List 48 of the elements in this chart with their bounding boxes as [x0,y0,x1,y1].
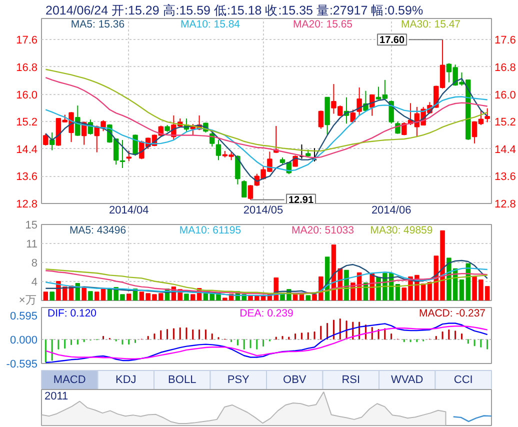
y-tick-label: 0.000 [10,334,38,346]
x-tick-label: 2014/06 [371,204,412,216]
text: KDJ [115,374,136,386]
text: MA30: 15.47 [400,18,461,30]
text: WVAD [391,374,424,386]
text: CCI [454,374,473,386]
y-tick-label: 8 [31,258,38,270]
y-axis-title: ×万 [18,294,36,306]
y-tick-label: 12.8 [16,198,38,210]
y-tick-label: 15.2 [16,116,38,129]
annotation: 17.60 [380,35,405,46]
series-label: MACD: -0.237 [418,308,486,320]
y-tick-label: 0.595 [10,310,38,322]
text: MA10: 15.84 [180,18,240,30]
chart-title: 2014/06/24 开:15.29 高:15.59 低:15.18 收:15.35 量:27917 幅:0.59% [46,2,424,18]
annotation: 2011 [44,390,68,402]
y-tick-label: 4 [31,276,38,288]
y2-tick-label: 17.6 [494,34,516,47]
y2-tick-label: 16.8 [494,62,516,74]
y2-tick-label: 13.6 [494,171,516,184]
text: MA10: 61195 [179,224,242,236]
y-tick-label: 16.0 [16,89,38,102]
text: OBV [283,374,307,386]
y2-tick-label: 16.0 [494,89,516,102]
y2-tick-label: 14.4 [494,144,516,156]
x-tick-label: 2014/05 [243,204,284,216]
y2-tick-label: 15.2 [494,116,516,129]
y-tick-label: 16.8 [16,62,38,74]
text: DIF: 0.120 [48,308,97,320]
text: RSI [342,374,360,386]
y2-tick-label: 12.8 [494,198,516,210]
annotation: 12.91 [288,195,314,206]
text: DEA: 0.239 [240,308,294,320]
text: PSY [227,374,250,386]
text: MACD [53,374,86,386]
y-tick-label: 15 [25,220,38,232]
text: MA20: 15.65 [292,18,353,30]
x-tick-label: 2014/04 [108,204,149,216]
y-tick-label: 14.4 [16,144,38,156]
y-tick-label: 13.6 [16,171,38,184]
y-tick-label: -0.595 [6,358,38,370]
y-tick-label: 11 [26,238,38,250]
text: MA5: 15.36 [70,18,125,30]
text: MA30: 49859 [370,224,433,236]
text: MA20: 51033 [292,224,354,236]
text: MA5: 43496 [69,224,126,236]
text: BOLL [168,374,196,386]
y-tick-label: 17.6 [16,34,38,47]
